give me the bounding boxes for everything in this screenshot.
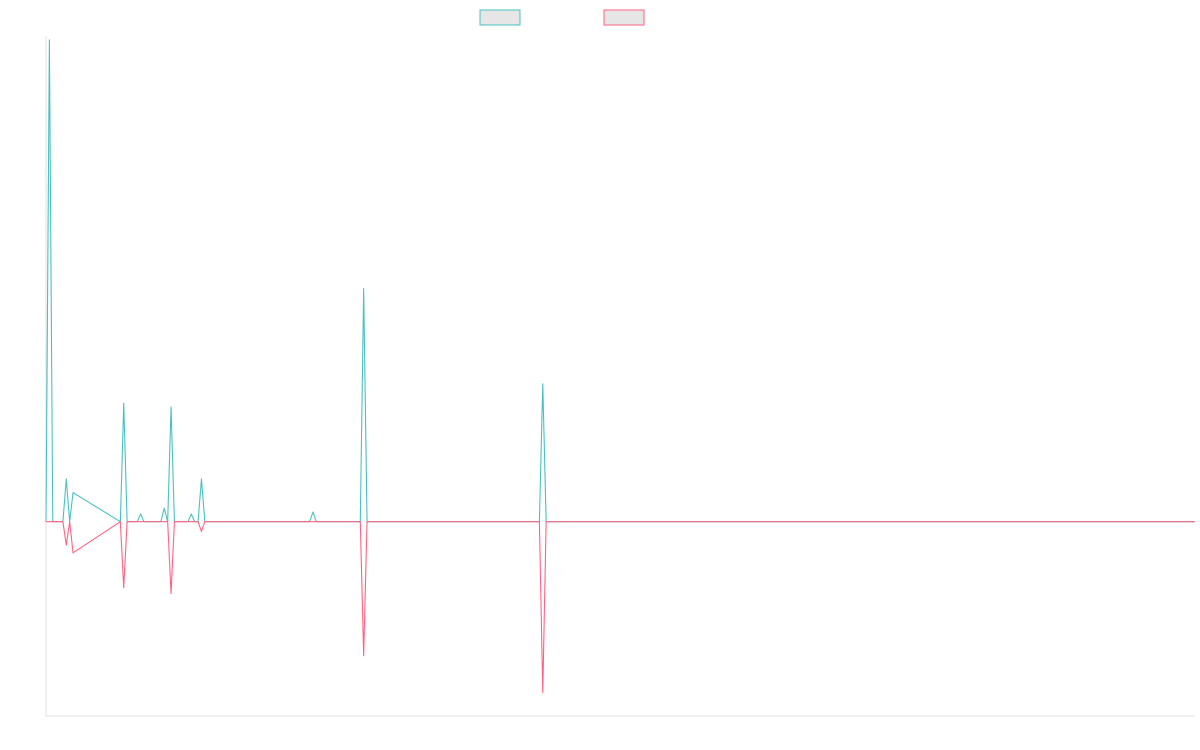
legend-swatch-2 xyxy=(603,9,645,26)
series-line-2 xyxy=(46,521,1195,694)
legend-swatch-1 xyxy=(479,9,521,26)
series-line-1 xyxy=(45,39,1195,523)
legend xyxy=(479,9,645,26)
plot-area xyxy=(45,39,1195,694)
axes xyxy=(45,36,1195,717)
